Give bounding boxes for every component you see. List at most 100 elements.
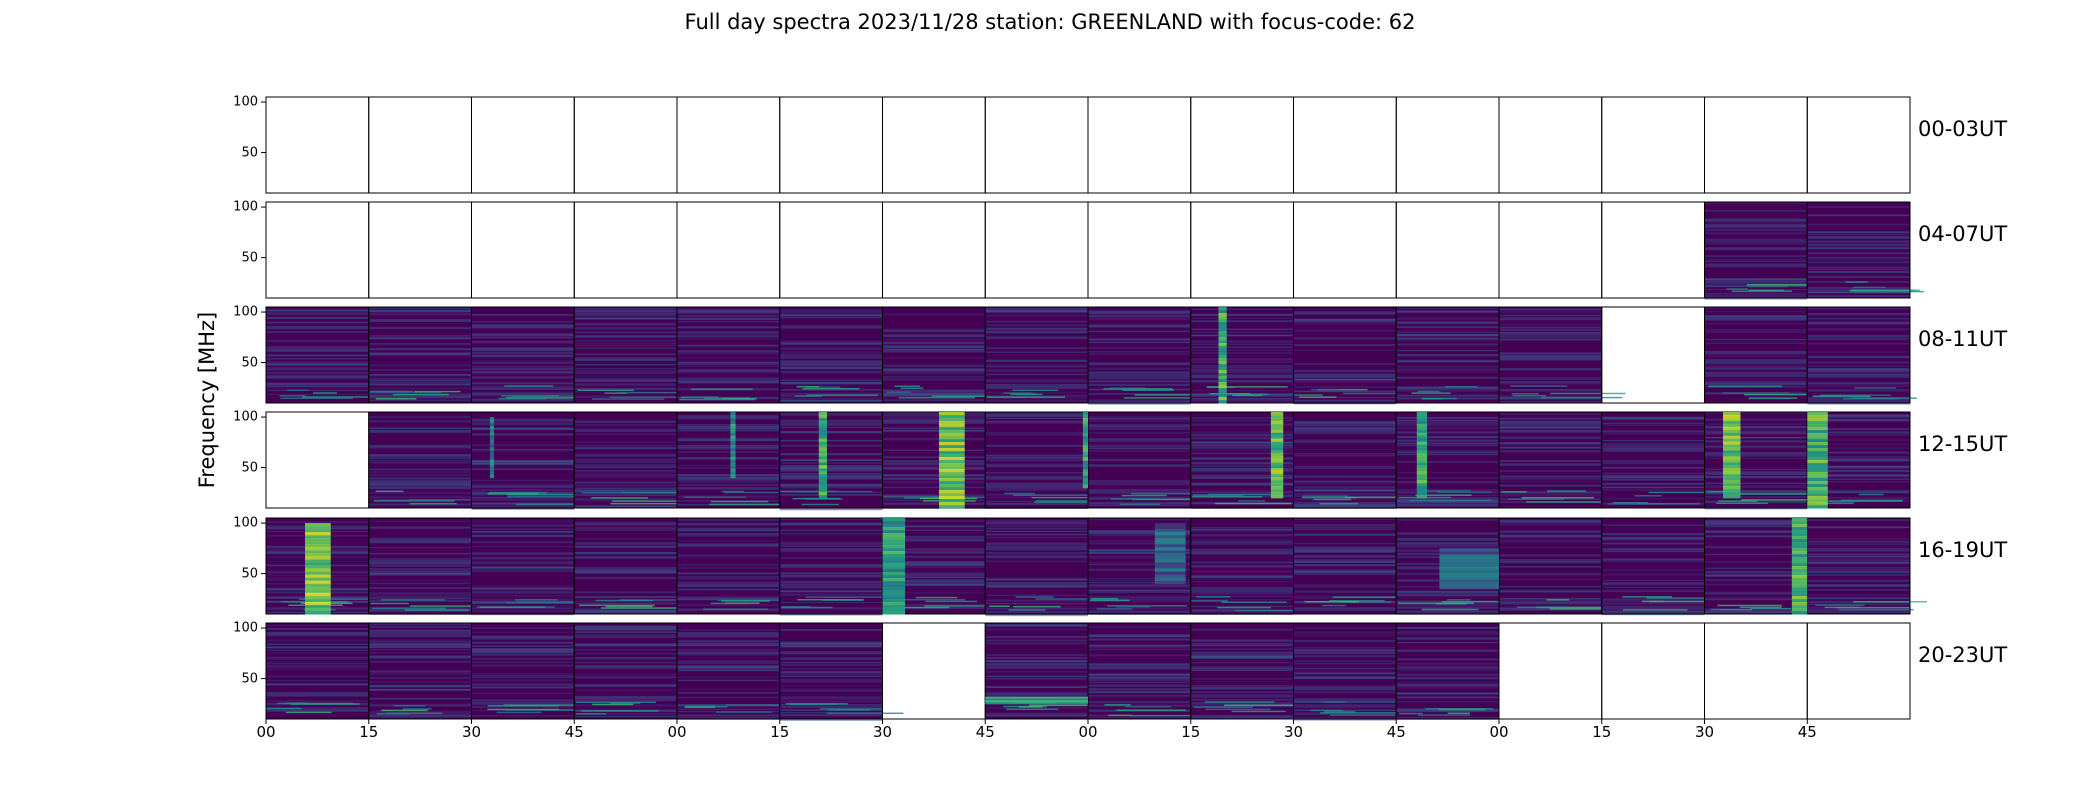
noise-streak xyxy=(1396,658,1499,661)
radio-burst xyxy=(1416,412,1428,499)
spectrum-panel xyxy=(471,307,583,403)
noise-streak xyxy=(985,582,1088,584)
noise-streak xyxy=(1190,340,1294,343)
noise-streak xyxy=(471,661,575,663)
noise-streak xyxy=(1499,308,1602,311)
burst-cell xyxy=(985,696,1088,700)
noise-streak xyxy=(1807,459,1910,462)
low-band xyxy=(900,387,924,390)
spectrum-background xyxy=(1807,202,1910,298)
noise-streak xyxy=(1190,444,1294,446)
noise-streak xyxy=(1088,314,1191,318)
noise-streak xyxy=(1396,673,1499,675)
burst-cell xyxy=(1791,563,1808,567)
x-tick-label: 45 xyxy=(564,723,584,741)
noise-streak xyxy=(677,667,780,671)
noise-streak xyxy=(574,309,677,312)
noise-streak xyxy=(471,326,575,329)
noise-streak xyxy=(1293,698,1397,700)
noise-streak xyxy=(368,710,472,714)
noise-streak xyxy=(779,601,883,604)
noise-streak xyxy=(471,590,575,593)
noise-streak xyxy=(1088,607,1191,609)
low-band xyxy=(890,606,950,609)
noise-streak xyxy=(1601,579,1705,582)
noise-streak xyxy=(574,527,677,530)
noise-streak xyxy=(368,703,472,706)
noise-streak xyxy=(471,654,575,656)
noise-streak xyxy=(1190,580,1294,583)
burst-cell xyxy=(882,545,906,549)
noise-streak xyxy=(1293,570,1397,573)
noise-streak xyxy=(985,639,1088,642)
noise-streak xyxy=(471,387,575,390)
noise-streak xyxy=(1088,717,1191,719)
burst-cell xyxy=(1416,468,1428,472)
noise-streak xyxy=(266,366,369,369)
low-band xyxy=(1110,498,1159,500)
burst-cell xyxy=(1791,608,1808,612)
noise-streak xyxy=(1293,501,1397,504)
x-tick-label: 30 xyxy=(1694,723,1715,741)
noise-streak xyxy=(1499,566,1602,568)
noise-streak xyxy=(677,631,780,635)
noise-streak xyxy=(471,645,575,647)
noise-streak xyxy=(1190,446,1294,449)
panel-frame xyxy=(1498,96,1603,194)
noise-streak xyxy=(574,644,677,646)
noise-streak xyxy=(1704,429,1808,431)
noise-streak xyxy=(1601,474,1705,477)
burst-cell xyxy=(1807,418,1828,422)
low-band xyxy=(828,709,870,711)
noise-streak xyxy=(985,600,1088,602)
noise-streak xyxy=(985,433,1088,436)
low-band xyxy=(375,490,404,493)
burst-cell xyxy=(1791,584,1808,588)
noise-streak xyxy=(1293,320,1397,323)
noise-streak xyxy=(471,692,575,695)
noise-streak xyxy=(1190,534,1294,537)
spectrum-panel xyxy=(779,412,883,511)
noise-streak xyxy=(1704,372,1808,375)
noise-streak xyxy=(1601,439,1705,442)
noise-streak xyxy=(1499,381,1602,383)
noise-streak xyxy=(677,484,780,486)
noise-streak xyxy=(1396,637,1499,639)
burst-cell xyxy=(939,439,965,443)
noise-streak xyxy=(1807,295,1910,298)
noise-streak xyxy=(779,311,883,313)
noise-streak xyxy=(985,420,1088,422)
low-band xyxy=(1707,490,1729,493)
noise-streak xyxy=(1704,315,1808,318)
noise-streak xyxy=(985,359,1088,363)
burst-cell xyxy=(1218,382,1227,386)
noise-streak xyxy=(985,584,1088,586)
noise-streak xyxy=(1293,467,1397,470)
low-band xyxy=(578,604,655,607)
noise-streak xyxy=(882,548,986,551)
noise-streak xyxy=(677,320,780,323)
panel-frame xyxy=(882,201,986,299)
noise-streak xyxy=(368,457,472,459)
noise-streak xyxy=(1293,586,1397,589)
noise-streak xyxy=(1499,333,1602,337)
noise-streak xyxy=(1601,547,1705,551)
burst-cell xyxy=(1416,483,1428,487)
low-band xyxy=(685,706,716,708)
noise-streak xyxy=(1704,364,1808,367)
burst-cell xyxy=(730,465,736,470)
low-band xyxy=(710,500,769,503)
low-band xyxy=(1536,606,1616,609)
burst-cell xyxy=(305,580,331,585)
noise-streak xyxy=(677,704,780,708)
spectrum-panel xyxy=(1499,412,1603,509)
noise-streak xyxy=(779,453,883,456)
low-band xyxy=(1090,599,1130,602)
noise-streak xyxy=(471,528,575,530)
noise-streak xyxy=(1293,422,1397,425)
noise-streak xyxy=(882,591,986,594)
burst-cell xyxy=(1439,554,1499,559)
spectrum-panel xyxy=(985,307,1088,403)
noise-streak xyxy=(1088,609,1191,613)
noise-streak xyxy=(1190,643,1294,645)
